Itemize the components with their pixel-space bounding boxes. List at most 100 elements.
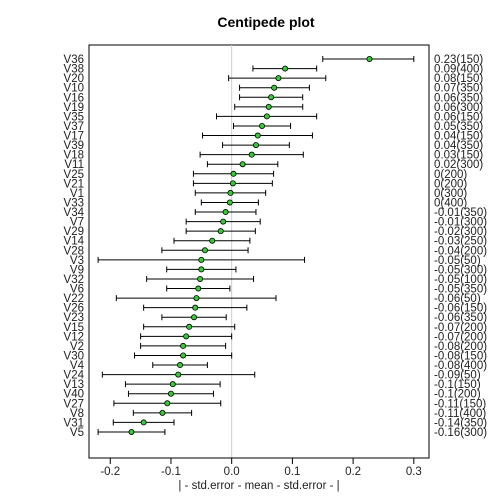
mean-point [254,132,261,139]
x-tick-label: 0.2 [345,466,361,478]
row-value-label: 0.06(350) [434,92,483,104]
row-v32: V32 -0.05(100) [64,274,488,286]
row-v31: V31 -0.14(350) [64,417,488,429]
row-value-label: -0.04(200) [434,245,487,257]
row-v28: V28 -0.04(200) [64,245,488,257]
row-value-label: -0.1(200) [434,389,481,401]
row-name-label: V21 [64,178,84,190]
row-name-label: V29 [64,226,84,238]
chart-title: Centipede plot [217,14,315,30]
row-v27: V27 -0.11(150) [64,398,487,410]
row-name-label: V5 [70,427,84,439]
x-tick-label: 0.1 [284,466,300,478]
row-v40: V40 -0.1(200) [64,389,481,401]
row-name-label: V18 [64,150,84,162]
mean-point [226,199,233,206]
row-name-label: V34 [64,207,85,219]
row-v29: V29 -0.02(300) [64,226,488,238]
row-value-label: 0.09(400) [434,64,483,76]
mean-point [268,94,275,101]
mean-point [252,142,259,149]
row-value-label: -0.16(300) [434,427,487,439]
row-value-label: 0.06(150) [434,111,483,123]
mean-point [193,295,200,302]
rows-layer: V36 0.23(150) V38 0.09(400) V20 0.08(150) V10 0… [64,54,488,439]
mean-point [197,275,204,282]
row-v9: V9 -0.05(300) [70,264,487,276]
row-v11: V11 0.02(300) [64,159,483,171]
row-name-label: V30 [64,350,84,362]
row-value-label: -0.03(250) [434,236,487,248]
mean-point [198,266,205,273]
mean-point [366,56,373,63]
row-v35: V35 0.06(150) [64,111,484,123]
mean-point [169,381,176,388]
row-value-label: 0(300) [434,188,467,200]
mean-point [220,218,227,225]
row-value-label: -0.01(300) [434,217,487,229]
mean-point [222,209,229,216]
row-value-label: -0.07(200) [434,322,487,334]
row-v8: V8 -0.11(400) [70,408,486,420]
row-value-label: 0.04(150) [434,131,483,143]
row-value-label: -0.06(150) [434,303,487,315]
row-v22: V22 -0.06(50) [64,293,481,305]
row-name-label: V25 [64,169,84,181]
mean-point [186,323,193,330]
row-v2: V2 -0.08(200) [70,341,487,353]
row-value-label: 0(200) [434,169,467,181]
row-value-label: 0.07(350) [434,83,483,95]
row-value-label: -0.06(350) [434,312,487,324]
row-value-label: -0.14(350) [434,417,487,429]
mean-point [180,352,187,359]
row-name-label: V10 [64,83,84,95]
mean-point [265,103,272,110]
mean-point [229,180,236,187]
mean-point [175,371,182,378]
x-axis-label: | - std.error - mean - std.error - | [178,480,339,492]
row-name-label: V4 [70,360,85,372]
row-value-label: -0.06(50) [434,293,481,305]
mean-point [239,161,246,168]
row-name-label: V15 [64,322,84,334]
row-value-label: -0.01(350) [434,207,487,219]
row-value-label: -0.11(150) [434,398,486,410]
mean-point [263,113,270,120]
row-value-label: -0.05(300) [434,264,487,276]
row-v19: V19 0.06(300) [64,102,484,114]
mean-point [195,285,202,292]
row-name-label: V9 [70,264,84,276]
mean-point [180,342,187,349]
mean-point [159,409,166,416]
row-name-label: V14 [64,236,85,248]
row-v39: V39 0.04(350) [64,140,484,152]
row-value-label: -0.07(200) [434,331,487,343]
row-v30: V30 -0.08(150) [64,350,488,362]
mean-point [183,333,190,340]
row-v1: V1 0(300) [70,188,467,200]
row-name-label: V2 [70,341,84,353]
row-v5: V5 -0.16(300) [70,427,487,439]
mean-point [230,170,237,177]
row-name-label: V3 [70,255,84,267]
row-name-label: V1 [70,188,84,200]
x-tick-label: -0.1 [161,466,181,478]
row-v21: V21 0(200) [64,178,468,190]
row-value-label: -0.05(350) [434,284,487,296]
row-v16: V16 0.06(350) [64,92,484,104]
x-tick-label: -0.2 [100,466,120,478]
row-name-label: V36 [64,54,84,66]
row-name-label: V8 [70,408,84,420]
row-v38: V38 0.09(400) [64,64,484,76]
row-name-label: V6 [70,284,84,296]
x-axis: -0.2 -0.1 0.0 0.1 0.2 0.3 [100,457,422,478]
row-v15: V15 -0.07(200) [64,322,488,334]
mean-point [209,237,216,244]
row-name-label: V31 [64,417,84,429]
row-value-label: -0.08(150) [434,350,487,362]
row-name-label: V22 [64,293,84,305]
row-value-label: -0.05(100) [434,274,487,286]
row-value-label: 0(200) [434,178,467,190]
row-v34: V34 -0.01(350) [64,207,488,219]
